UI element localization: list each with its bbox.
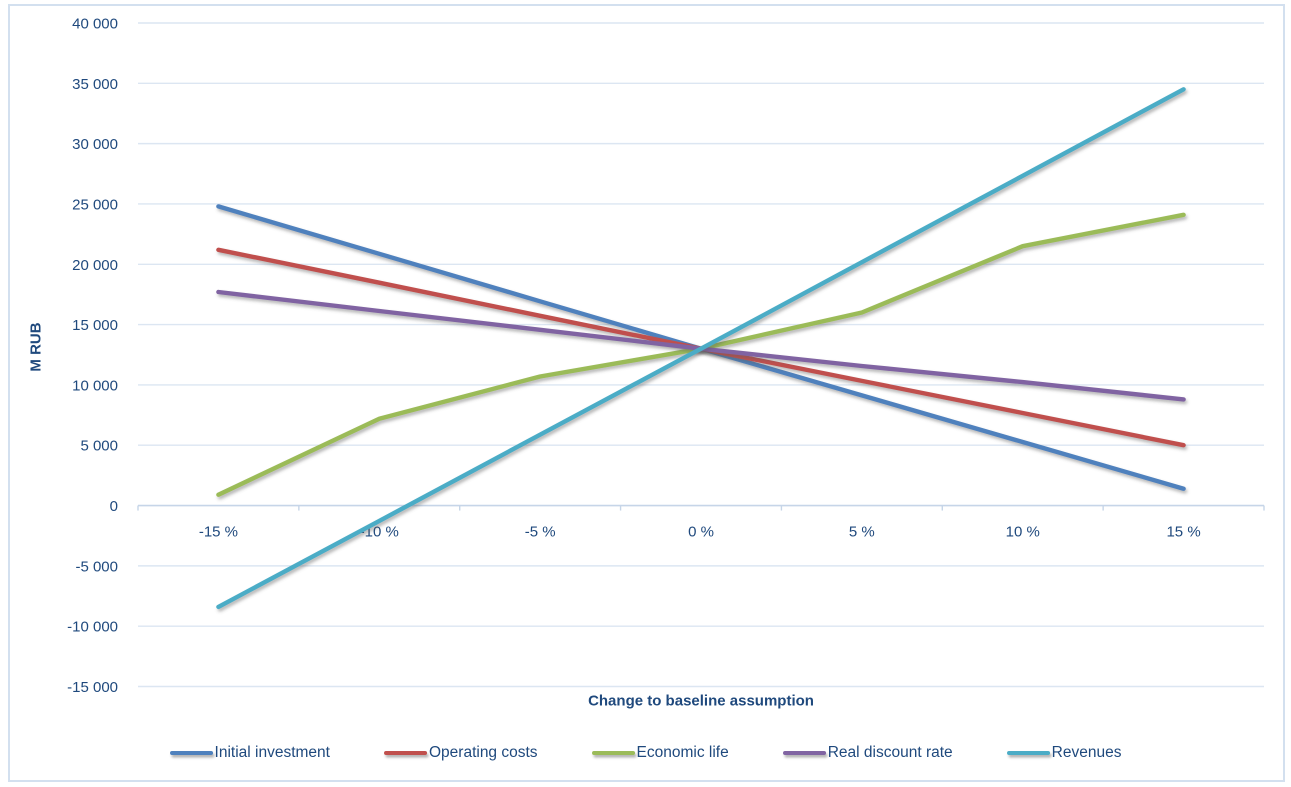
x-axis-title: Change to baseline assumption: [588, 692, 814, 710]
y-tick-label: 0: [110, 498, 118, 515]
x-tick-label: 5 %: [849, 524, 875, 541]
y-tick-label: -5 000: [75, 558, 118, 575]
chart-legend: Initial investment Operating costs Economi…: [169, 744, 1122, 762]
legend-swatch: [1006, 750, 1050, 756]
legend-item-revenues: Revenues: [1006, 744, 1122, 762]
y-axis-title: M RUB: [27, 322, 45, 372]
y-tick-label: 35 000: [72, 76, 118, 93]
legend-swatch: [782, 750, 826, 756]
series-line-revenues: [216, 87, 1186, 610]
legend-swatch: [383, 750, 427, 756]
legend-label: Revenues: [1051, 744, 1122, 761]
x-tick-label: -15 %: [199, 524, 238, 541]
y-tick-label: -10 000: [67, 619, 118, 636]
legend-item-initial-investment: Initial investment: [169, 744, 330, 762]
legend-label: Operating costs: [428, 744, 538, 761]
y-tick-label: -15 000: [67, 679, 118, 696]
legend-label: Initial investment: [214, 744, 330, 761]
legend-item-operating-costs: Operating costs: [383, 744, 538, 762]
legend-item-real-discount-rate: Real discount rate: [782, 744, 953, 762]
x-tick-label: 0 %: [688, 524, 714, 541]
x-tick-label: 10 %: [1006, 524, 1040, 541]
legend-swatch: [591, 750, 635, 756]
x-tick-label: 15 %: [1166, 524, 1200, 541]
legend-item-economic-life: Economic life: [591, 744, 729, 762]
y-tick-label: 30 000: [72, 136, 118, 153]
y-tick-label: 15 000: [72, 317, 118, 334]
y-tick-label: 25 000: [72, 196, 118, 213]
series-line-economic-life: [216, 212, 1186, 497]
y-tick-label: 20 000: [72, 257, 118, 274]
legend-label: Real discount rate: [827, 744, 953, 761]
legend-swatch: [169, 750, 213, 756]
series-line-real-discount-rate: [216, 289, 1186, 402]
y-tick-label: 10 000: [72, 377, 118, 394]
y-tick-label: 40 000: [72, 16, 118, 33]
y-tick-label: 5 000: [80, 438, 118, 455]
legend-label: Economic life: [636, 744, 729, 761]
x-tick-label: -5 %: [525, 524, 556, 541]
